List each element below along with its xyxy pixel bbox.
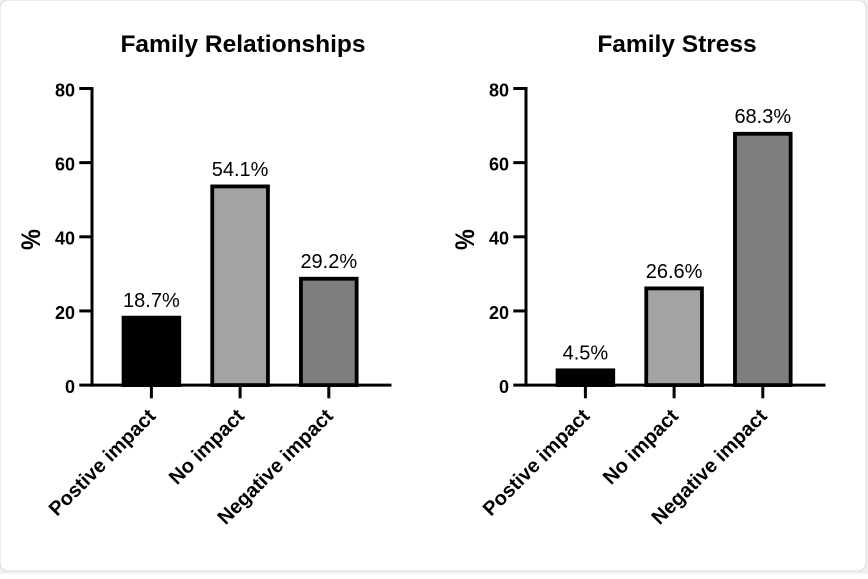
svg-text:Family Stress: Family Stress xyxy=(597,31,756,58)
svg-text:20: 20 xyxy=(55,303,75,323)
svg-text:29.2%: 29.2% xyxy=(300,251,357,273)
svg-text:20: 20 xyxy=(489,303,509,323)
svg-text:68.3%: 68.3% xyxy=(734,106,791,128)
svg-text:60: 60 xyxy=(489,155,509,175)
svg-text:0: 0 xyxy=(499,377,509,397)
svg-text:40: 40 xyxy=(55,229,75,249)
svg-text:4.5%: 4.5% xyxy=(563,343,609,365)
svg-text:60: 60 xyxy=(55,155,75,175)
svg-text:80: 80 xyxy=(489,80,509,100)
svg-text:0: 0 xyxy=(65,377,75,397)
svg-text:Family Relationships: Family Relationships xyxy=(120,31,365,58)
svg-text:26.6%: 26.6% xyxy=(646,261,703,283)
svg-text:40: 40 xyxy=(489,229,509,249)
svg-text:%: % xyxy=(450,229,480,250)
svg-text:18.7%: 18.7% xyxy=(123,290,180,312)
svg-text:%: % xyxy=(16,229,46,250)
svg-text:80: 80 xyxy=(55,80,75,100)
svg-text:54.1%: 54.1% xyxy=(212,159,269,181)
